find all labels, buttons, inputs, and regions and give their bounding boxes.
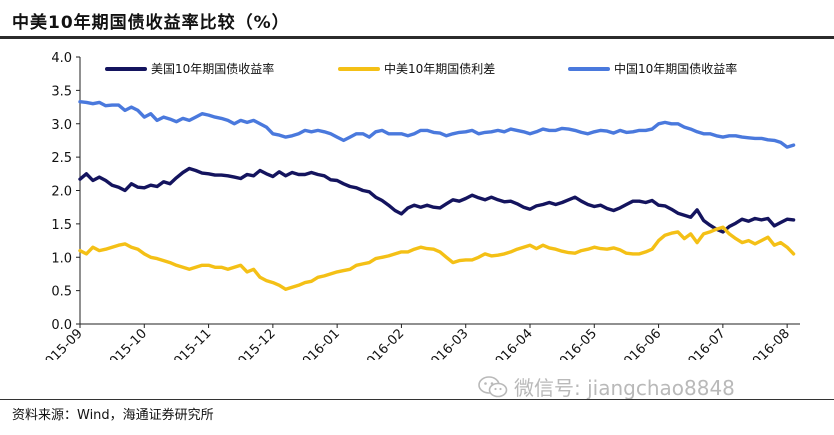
legend-label-spread: 中美10年期国债利差 [384,61,495,76]
x-tick-label: 2016-07 [680,326,729,360]
title-divider [0,36,834,39]
x-tick-label: 2016-06 [615,326,664,360]
y-tick-label: 3.0 [51,118,72,133]
wechat-icon [478,375,508,397]
watermark-text: 微信号: jiangchao8848 [514,376,735,400]
series-line-spread [78,225,796,291]
y-tick-label: 3.5 [51,84,72,99]
legend-label-cn: 中国10年期国债收益率 [614,61,737,76]
y-tick-label: 2.0 [51,185,72,200]
legend-label-us: 美国10年期国债收益率 [151,61,274,76]
chart-legend: 美国10年期国债收益率 中美10年期国债利差 中国10年期国债收益率 [105,61,737,76]
y-tick-label: 1.5 [51,218,72,233]
x-tick-label: 2016-08 [744,326,793,360]
footer-divider [0,399,834,400]
y-tick-label: 2.5 [51,151,72,166]
y-tick-label: 4.0 [51,51,72,66]
x-tick-label: 2016-01 [294,326,343,360]
x-tick-label: 2015-10 [101,326,150,360]
series-line-cn [78,99,796,149]
x-tick-label: 2015-11 [165,326,214,360]
series-line-us [78,166,796,234]
x-tick-label: 2016-02 [358,326,407,360]
y-tick-label: 1.0 [51,251,72,266]
source-note: 资料来源：Wind，海通证券研究所 [12,408,214,423]
x-tick-label: 2016-03 [423,326,472,360]
y-tick-label: 0.0 [51,318,72,333]
y-tick-label: 0.5 [51,285,72,300]
x-tick-label: 2016-04 [487,326,536,360]
chart-title: 中美10年期国债收益率比较（%） [12,13,290,33]
x-tick-label: 2016-05 [551,326,600,360]
x-tick-label: 2015-12 [230,326,279,360]
watermark: 微信号: jiangchao8848 [478,372,735,401]
chart-series [78,99,796,291]
